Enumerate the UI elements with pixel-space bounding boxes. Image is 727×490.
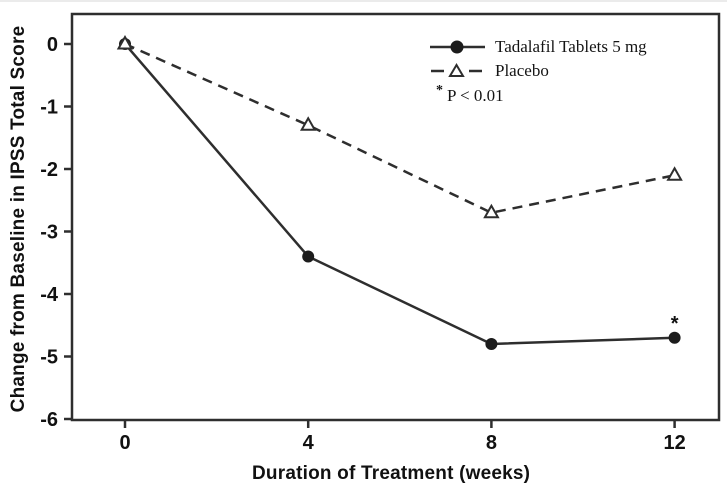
legend: Tadalafil Tablets 5 mg Placebo * P < 0.01 bbox=[429, 35, 647, 106]
y-tick-label: -1 bbox=[40, 97, 58, 119]
data-point-open-triangle bbox=[483, 203, 500, 219]
data-point-filled-circle bbox=[485, 338, 498, 350]
dashed-line-open-triangle-icon bbox=[431, 63, 482, 77]
y-tick-label: -3 bbox=[40, 222, 58, 244]
top-edge-line bbox=[0, 0, 727, 2]
y-tick-label: -2 bbox=[40, 159, 58, 181]
y-tick-label: -4 bbox=[40, 284, 59, 306]
y-tick-label: -5 bbox=[40, 347, 58, 369]
significance-asterisk: * bbox=[671, 313, 679, 335]
data-point-filled-circle bbox=[668, 331, 681, 344]
solid-line-filled-circle-icon bbox=[430, 40, 485, 54]
y-axis-title: Change from Baseline in IPSS Total Score bbox=[8, 25, 29, 413]
x-tick-label: 0 bbox=[119, 432, 130, 454]
legend-entry-placebo: Placebo bbox=[429, 59, 647, 83]
x-axis-title: Duration of Treatment (weeks) bbox=[252, 463, 531, 484]
series-line-1 bbox=[124, 42, 675, 215]
legend-entry-tadalafil: Tadalafil Tablets 5 mg bbox=[429, 35, 647, 59]
x-tick-label: 4 bbox=[303, 432, 315, 454]
series-line-0 bbox=[124, 43, 675, 346]
data-point-filled-circle bbox=[302, 250, 315, 263]
y-tick-label: 0 bbox=[47, 34, 58, 56]
significance-note: * P < 0.01 bbox=[436, 83, 504, 106]
data-point-open-triangle bbox=[666, 166, 683, 181]
significance-note-text: P < 0.01 bbox=[447, 86, 504, 105]
legend-label-tadalafil: Tadalafil Tablets 5 mg bbox=[495, 37, 647, 56]
data-point-open-triangle bbox=[116, 34, 134, 50]
axes-frame bbox=[70, 12, 721, 422]
x-tick-label: 12 bbox=[663, 432, 685, 454]
legend-label-placebo: Placebo bbox=[495, 61, 549, 80]
x-tick-label: 8 bbox=[486, 432, 497, 454]
data-point-open-triangle bbox=[299, 116, 317, 131]
y-tick-label: -6 bbox=[40, 409, 58, 431]
